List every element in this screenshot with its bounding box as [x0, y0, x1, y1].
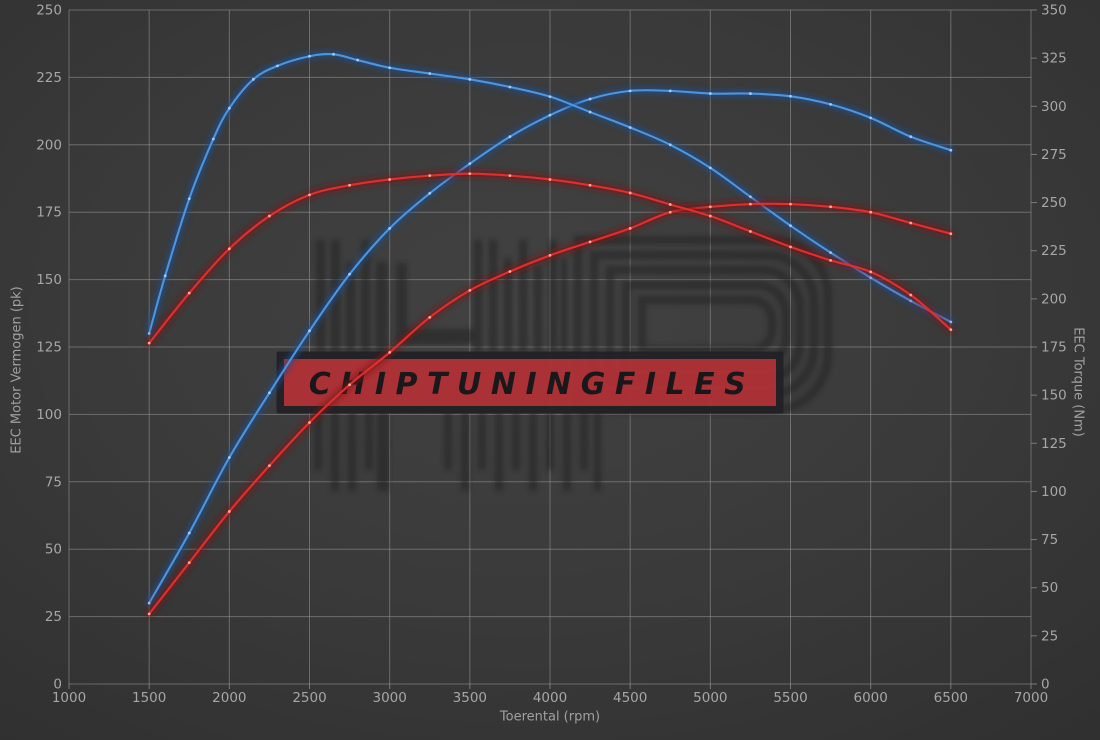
svg-text:225: 225: [1041, 243, 1067, 259]
svg-text:0: 0: [1041, 677, 1050, 693]
y-axis-left-title: EEC Motor Vermogen (pk): [9, 286, 25, 454]
axis-tick-labels: 1000 1500 2000 2500 3000 3500 4000 4500 5000 5500…: [36, 3, 1067, 707]
svg-text:200: 200: [36, 137, 62, 153]
svg-text:175: 175: [1041, 340, 1067, 356]
svg-text:2000: 2000: [212, 690, 246, 706]
svg-text:150: 150: [1041, 388, 1067, 404]
svg-text:150: 150: [36, 272, 62, 288]
axis-ticks: [68, 9, 1037, 689]
svg-text:250: 250: [36, 3, 62, 19]
svg-text:25: 25: [1041, 628, 1058, 644]
svg-text:6500: 6500: [934, 690, 968, 706]
original-torque-curve: [145, 170, 955, 347]
svg-text:125: 125: [1041, 436, 1067, 452]
svg-text:300: 300: [1041, 99, 1067, 115]
svg-text:7000: 7000: [1014, 690, 1048, 706]
svg-text:250: 250: [1041, 195, 1067, 211]
svg-text:325: 325: [1041, 51, 1067, 67]
svg-text:100: 100: [36, 407, 62, 423]
svg-text:75: 75: [1041, 532, 1058, 548]
svg-text:1500: 1500: [132, 690, 166, 706]
dyno-curves: [145, 50, 955, 618]
svg-text:75: 75: [45, 474, 62, 490]
svg-text:0: 0: [53, 677, 62, 693]
original-power-curve: [145, 200, 955, 618]
svg-text:5500: 5500: [773, 690, 807, 706]
svg-text:225: 225: [36, 70, 62, 86]
svg-text:3500: 3500: [453, 690, 487, 706]
svg-text:50: 50: [1041, 580, 1058, 596]
watermark-text: CHIPTUNINGFILES: [309, 367, 755, 402]
svg-text:200: 200: [1041, 291, 1067, 307]
x-axis-title: Toerental (rpm): [499, 709, 601, 725]
svg-text:350: 350: [1041, 3, 1067, 19]
svg-text:50: 50: [45, 542, 62, 558]
svg-text:100: 100: [1041, 484, 1067, 500]
svg-text:175: 175: [36, 205, 62, 221]
svg-text:275: 275: [1041, 147, 1067, 163]
tuned-torque-curve: [145, 50, 955, 338]
y-axis-right-title: EEC Torque (Nm): [1070, 327, 1086, 437]
svg-text:125: 125: [36, 340, 62, 356]
watermark-banner: CHIPTUNINGFILES: [276, 351, 784, 414]
svg-text:6000: 6000: [853, 690, 887, 706]
svg-text:1000: 1000: [52, 690, 86, 706]
tuned-power-curve: [145, 86, 955, 607]
svg-text:5000: 5000: [693, 690, 727, 706]
svg-text:2500: 2500: [292, 690, 326, 706]
svg-text:25: 25: [45, 609, 62, 625]
svg-text:4000: 4000: [533, 690, 567, 706]
svg-text:3000: 3000: [372, 690, 406, 706]
svg-text:4500: 4500: [613, 690, 647, 706]
